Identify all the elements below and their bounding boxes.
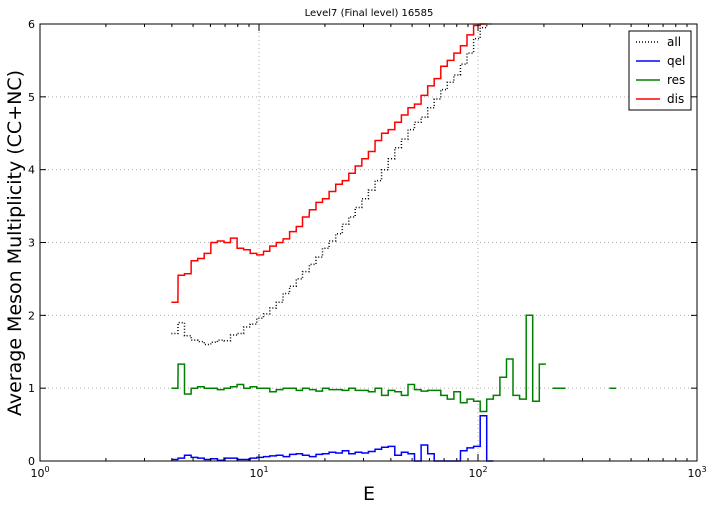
series-group xyxy=(171,23,616,462)
grid xyxy=(40,24,697,461)
series-line-res xyxy=(171,314,616,413)
legend-box xyxy=(628,30,692,111)
legend-label-res: res xyxy=(667,73,685,87)
legend-label-qel: qel xyxy=(667,54,685,68)
y-axis-label: Average Meson Multiplicity (CC+NC) xyxy=(4,70,26,416)
x-tick-exponent: 1 xyxy=(263,465,268,474)
y-tick-label: 4 xyxy=(28,164,35,177)
ticks xyxy=(39,23,698,462)
legend-label-all: all xyxy=(667,35,681,49)
x-tick-base: 10 xyxy=(687,467,701,480)
x-axis-label: E xyxy=(363,483,375,505)
x-tick-exponent: 0 xyxy=(44,465,49,474)
x-tick-exponent: 2 xyxy=(482,465,487,474)
chart-title: Level7 (Final level) 16585 xyxy=(305,8,434,19)
y-tick-label: 3 xyxy=(28,237,35,250)
x-tick-base: 10 xyxy=(468,467,482,480)
x-tick-base: 10 xyxy=(249,467,263,480)
legend-label-dis: dis xyxy=(667,92,684,106)
legend: all qel res dis xyxy=(628,30,692,111)
x-tick-base: 10 xyxy=(30,467,44,480)
y-tick-label: 0 xyxy=(28,455,35,468)
y-tick-label: 2 xyxy=(28,309,35,322)
series-line-all xyxy=(171,23,494,346)
x-tick-exponent: 3 xyxy=(701,465,706,474)
y-tick-label: 5 xyxy=(28,91,35,104)
y-tick-label: 6 xyxy=(28,18,35,31)
x-tick-label: 100 xyxy=(30,465,49,480)
series-line-qel xyxy=(171,415,494,462)
x-tick-label: 101 xyxy=(249,465,268,480)
series-line-dis xyxy=(171,23,487,303)
y-tick-label: 1 xyxy=(28,382,35,395)
x-tick-label: 103 xyxy=(687,465,706,480)
x-tick-label: 102 xyxy=(468,465,487,480)
